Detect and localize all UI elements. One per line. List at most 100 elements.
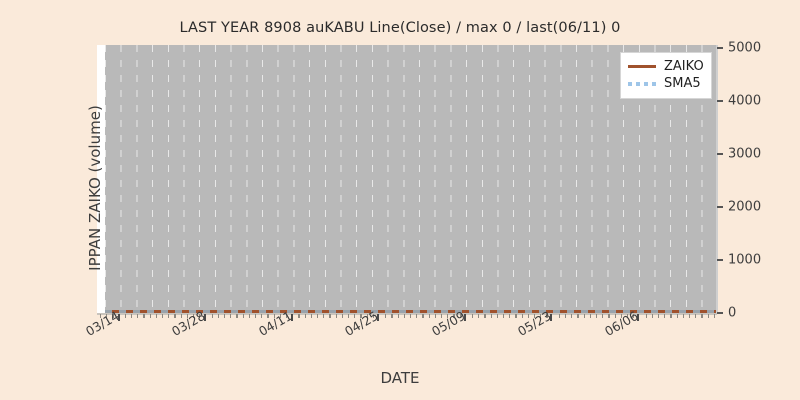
x-tick-minor (217, 314, 219, 318)
x-tick-minor (633, 314, 635, 318)
axis-spine-bottom (97, 313, 717, 315)
x-tick-minor (527, 314, 529, 318)
x-tick-minor (670, 314, 672, 318)
x-tick-minor (602, 314, 604, 318)
x-tick-minor (100, 314, 102, 318)
x-tick-minor (354, 314, 356, 318)
x-tick-minor (713, 314, 715, 318)
y-tick-mark (717, 100, 723, 102)
x-tick-minor (211, 314, 213, 318)
x-tick-minor (620, 314, 622, 318)
x-tick-minor (695, 314, 697, 318)
x-tick-minor (521, 314, 523, 318)
x-tick-minor (286, 314, 288, 318)
legend-item-zaiko[interactable]: ZAIKO (628, 58, 704, 75)
x-tick-minor (614, 314, 616, 318)
y-tick-label: 5000 (728, 40, 762, 56)
x-tick-minor (397, 314, 399, 318)
x-tick-minor (707, 314, 709, 318)
x-tick-minor (459, 314, 461, 318)
x-tick-minor (174, 314, 176, 318)
vertical-gridlines (105, 45, 716, 313)
y-tick-mark (717, 312, 723, 314)
x-tick-minor (273, 314, 275, 318)
x-tick-minor (168, 314, 170, 318)
x-tick-minor (372, 314, 374, 318)
x-tick-minor (571, 314, 573, 318)
x-tick-minor (447, 314, 449, 318)
x-tick-minor (186, 314, 188, 318)
y-tick-label: 1000 (728, 252, 762, 268)
x-axis-label: DATE (380, 369, 420, 387)
x-tick-minor (583, 314, 585, 318)
y-tick-mark (717, 206, 723, 208)
x-tick-minor (366, 314, 368, 318)
x-tick-minor (701, 314, 703, 318)
x-tick-minor (180, 314, 182, 318)
x-tick-minor (651, 314, 653, 318)
x-tick-minor (676, 314, 678, 318)
x-tick-minor (410, 314, 412, 318)
y-tick-label: 0 (728, 305, 737, 321)
x-tick-minor (304, 314, 306, 318)
x-tick-minor (496, 314, 498, 318)
series-line-sma5 (105, 310, 716, 313)
x-tick-minor (608, 314, 610, 318)
x-tick-minor (224, 314, 226, 318)
y-axis-label: IPPAN ZAIKO (volume) (86, 105, 104, 271)
chart-legend[interactable]: ZAIKO SMA5 (620, 52, 712, 99)
x-tick-minor (348, 314, 350, 318)
axis-spine-right (716, 45, 718, 314)
x-tick-minor (279, 314, 281, 318)
x-tick-minor (645, 314, 647, 318)
x-tick-mark (118, 314, 120, 321)
x-tick-minor (199, 314, 201, 318)
x-tick-minor (341, 314, 343, 318)
x-tick-mark (637, 314, 639, 321)
x-tick-minor (478, 314, 480, 318)
x-tick-minor (509, 314, 511, 318)
x-tick-minor (682, 314, 684, 318)
x-tick-minor (255, 314, 257, 318)
x-tick-minor (422, 314, 424, 318)
x-tick-minor (428, 314, 430, 318)
x-tick-minor (546, 314, 548, 318)
x-tick-minor (689, 314, 691, 318)
x-tick-minor (627, 314, 629, 318)
x-tick-minor (503, 314, 505, 318)
x-tick-minor (298, 314, 300, 318)
plot-area (105, 45, 716, 313)
x-tick-minor (310, 314, 312, 318)
legend-item-sma5[interactable]: SMA5 (628, 75, 704, 92)
y-tick-mark (717, 259, 723, 261)
x-tick-minor (385, 314, 387, 318)
x-tick-minor (137, 314, 139, 318)
x-tick-minor (596, 314, 598, 318)
x-tick-minor (360, 314, 362, 318)
legend-label-zaiko: ZAIKO (664, 59, 704, 74)
x-tick-minor (317, 314, 319, 318)
x-tick-minor (131, 314, 133, 318)
x-tick-minor (242, 314, 244, 318)
x-tick-minor (106, 314, 108, 318)
x-tick-minor (236, 314, 238, 318)
x-tick-minor (490, 314, 492, 318)
x-tick-minor (664, 314, 666, 318)
x-tick-minor (565, 314, 567, 318)
x-tick-mark (464, 314, 466, 321)
x-tick-mark (550, 314, 552, 321)
x-tick-minor (403, 314, 405, 318)
x-tick-minor (453, 314, 455, 318)
x-tick-minor (230, 314, 232, 318)
x-tick-minor (335, 314, 337, 318)
y-tick-label: 4000 (728, 93, 762, 109)
x-tick-minor (577, 314, 579, 318)
x-tick-minor (441, 314, 443, 318)
x-tick-minor (416, 314, 418, 318)
x-tick-minor (323, 314, 325, 318)
y-tick-label: 3000 (728, 146, 762, 162)
x-tick-minor (162, 314, 164, 318)
y-tick-mark (717, 153, 723, 155)
x-tick-mark (291, 314, 293, 321)
